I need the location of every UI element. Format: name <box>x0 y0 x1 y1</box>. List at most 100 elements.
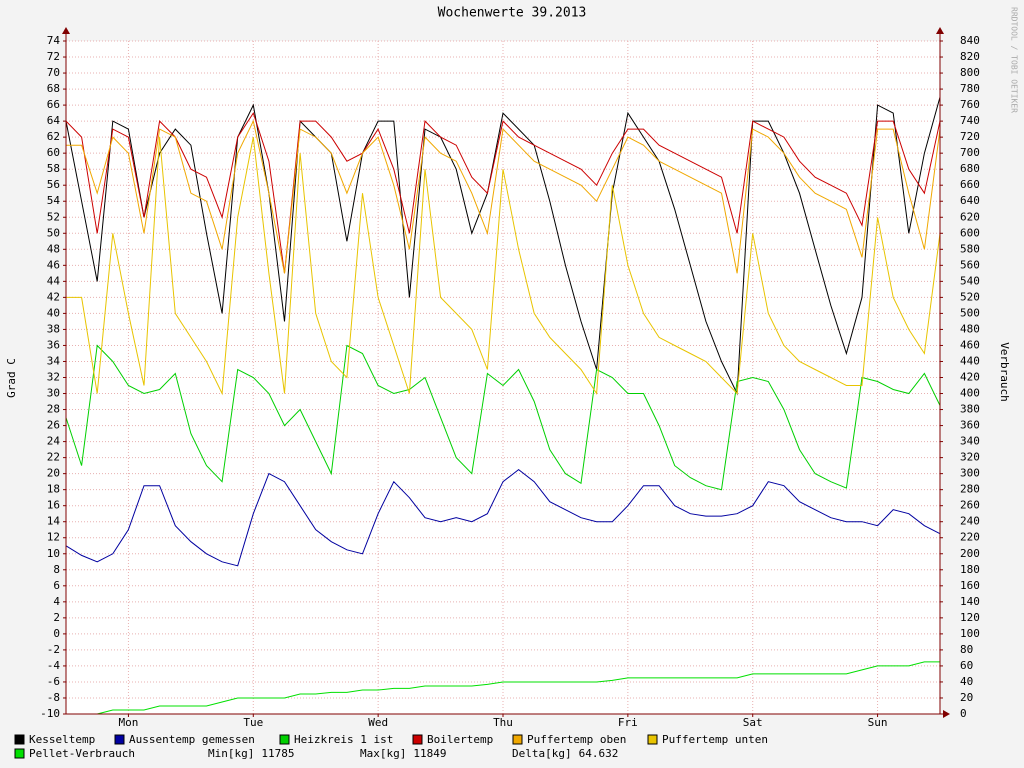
y-tick-label: 20 <box>47 467 60 480</box>
y2-tick-label: 760 <box>960 98 980 111</box>
y-tick-label: 50 <box>47 226 60 239</box>
x-tick-label: Sun <box>868 716 888 729</box>
y2-tick-label: 220 <box>960 531 980 544</box>
y-tick-label: 26 <box>47 419 60 432</box>
legend-swatch <box>412 734 423 745</box>
series-line <box>66 661 940 715</box>
y-tick-label: 46 <box>47 258 60 271</box>
y2-tick-label: 500 <box>960 306 980 319</box>
legend: Kesseltemp Aussentemp gemessen Heizkreis 1… <box>14 733 768 760</box>
legend-label: Aussentemp gemessen <box>129 733 255 746</box>
y-tick-label: 34 <box>47 354 61 367</box>
y-tick-label: 54 <box>47 194 61 207</box>
y2-tick-label: 280 <box>960 483 980 496</box>
y2-tick-label: 240 <box>960 515 980 528</box>
y-tick-label: 68 <box>47 82 60 95</box>
y-tick-label: 28 <box>47 403 60 416</box>
y2-tick-label: 100 <box>960 627 980 640</box>
legend-label: Kesseltemp <box>29 733 95 746</box>
stat-value: 11849 <box>413 747 446 760</box>
legend-label: Boilertemp <box>427 733 493 746</box>
y-tick-label: 62 <box>47 130 60 143</box>
y2-tick-label: 180 <box>960 563 980 576</box>
y-tick-label: 16 <box>47 499 60 512</box>
y2-tick-label: 600 <box>960 226 980 239</box>
legend-swatch <box>14 748 25 759</box>
legend-label: Puffertemp oben <box>527 733 626 746</box>
y-tick-label: 32 <box>47 371 60 384</box>
y2-tick-label: 400 <box>960 387 980 400</box>
y-tick-label: 44 <box>47 274 61 287</box>
y-tick-label: 58 <box>47 162 60 175</box>
y2-tick-label: 80 <box>960 643 973 656</box>
x-tick-label: Sat <box>743 716 763 729</box>
y-tick-label: 42 <box>47 290 60 303</box>
x-tick-label: Mon <box>118 716 138 729</box>
y2-tick-label: 740 <box>960 114 980 127</box>
legend-swatch <box>647 734 658 745</box>
legend-swatch <box>512 734 523 745</box>
y2-tick-label: 440 <box>960 354 980 367</box>
y-tick-label: 8 <box>53 563 60 576</box>
series-line <box>65 96 941 396</box>
y2-tick-label: 260 <box>960 499 980 512</box>
y2-tick-label: 300 <box>960 467 980 480</box>
x-tick-label: Tue <box>243 716 263 729</box>
y2-tick-label: 680 <box>960 162 980 175</box>
y2-tick-label: 640 <box>960 194 980 207</box>
y-tick-label: -10 <box>40 707 60 720</box>
y2-tick-label: 780 <box>960 82 980 95</box>
y-tick-label: 0 <box>53 627 60 640</box>
y-tick-label: 52 <box>47 210 60 223</box>
x-tick-label: Wed <box>368 716 388 729</box>
y2-tick-label: 200 <box>960 547 980 560</box>
y-tick-label: 64 <box>47 114 61 127</box>
legend-swatch <box>114 734 125 745</box>
y2-tick-label: 40 <box>960 675 973 688</box>
y-tick-label: 40 <box>47 306 60 319</box>
series-line <box>66 119 941 274</box>
y-tick-label: -4 <box>47 659 61 672</box>
arrow <box>62 27 70 34</box>
y2-tick-label: 580 <box>960 242 980 255</box>
y-tick-label: 70 <box>47 66 60 79</box>
y2-tick-label: 160 <box>960 579 980 592</box>
y2-tick-label: 520 <box>960 290 980 303</box>
stat-value: 11785 <box>261 747 294 760</box>
y-tick-label: 30 <box>47 387 60 400</box>
y2-tick-label: 660 <box>960 178 980 191</box>
y2-tick-label: 700 <box>960 146 980 159</box>
legend-swatch <box>279 734 290 745</box>
x-tick-label: Thu <box>493 716 513 729</box>
series-line <box>65 344 941 491</box>
y2-axis-label: Verbrauch <box>998 342 1011 402</box>
y2-tick-label: 560 <box>960 258 980 271</box>
y2-tick-label: 340 <box>960 435 980 448</box>
series-line <box>65 111 941 274</box>
y-tick-label: 12 <box>47 531 60 544</box>
lines <box>65 96 941 715</box>
y-tick-label: 2 <box>53 611 60 624</box>
y-tick-label: 60 <box>47 146 60 159</box>
y-tick-label: 22 <box>47 451 60 464</box>
y-tick-label: 38 <box>47 322 60 335</box>
y-tick-label: 14 <box>47 515 61 528</box>
axes: -10-8-6-4-202468101214161820222426283032… <box>40 27 980 729</box>
y2-tick-label: 0 <box>960 707 967 720</box>
y-tick-label: 48 <box>47 242 60 255</box>
y2-tick-label: 320 <box>960 451 980 464</box>
y-axis-label: Grad C <box>5 358 18 398</box>
stat-label: Delta[kg] <box>512 747 572 760</box>
y-tick-label: 6 <box>53 579 60 592</box>
series-line <box>65 468 941 567</box>
series-line <box>66 137 941 396</box>
y-tick-label: -8 <box>47 691 60 704</box>
y-tick-label: -2 <box>47 643 60 656</box>
legend-label: Puffertemp unten <box>662 733 768 746</box>
y2-tick-label: 360 <box>960 419 980 432</box>
y2-tick-label: 720 <box>960 130 980 143</box>
stat-label: Max[kg] <box>360 747 406 760</box>
y-tick-label: 56 <box>47 178 60 191</box>
y-tick-label: 10 <box>47 547 60 560</box>
